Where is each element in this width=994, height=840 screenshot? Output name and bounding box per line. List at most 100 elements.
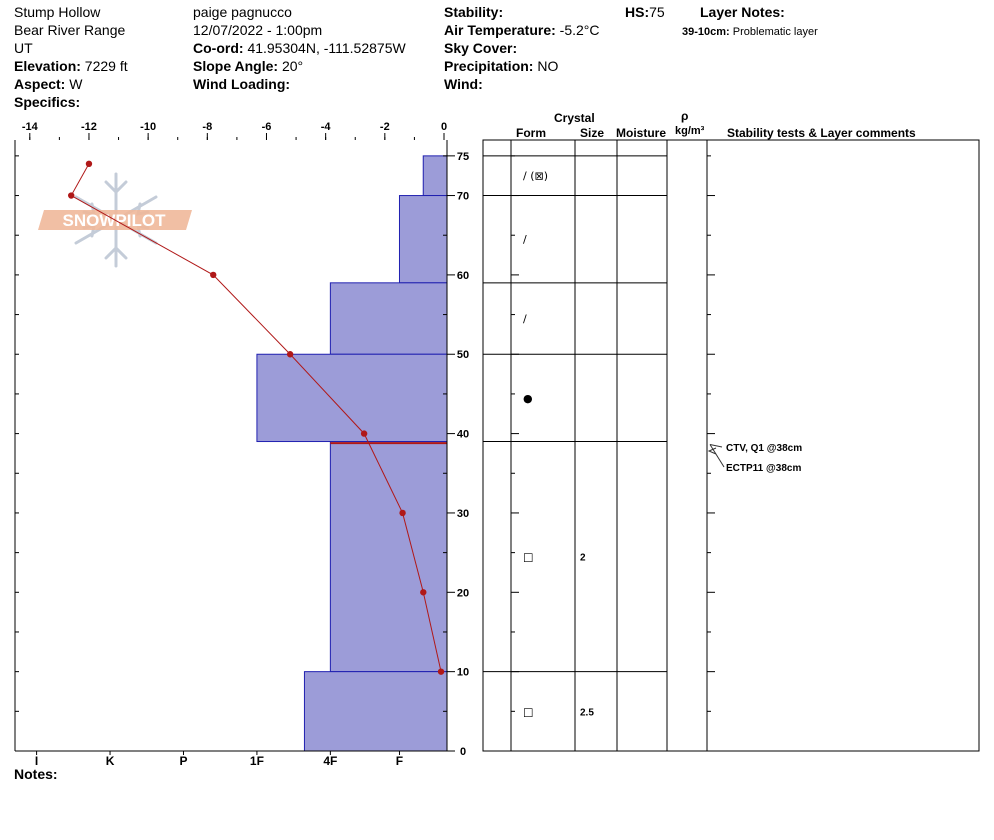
temperature-point [399,509,406,517]
slope-row: Slope Angle: 20° [193,58,303,74]
depth-tick-label: 70 [457,191,469,203]
temperature-point [210,271,217,279]
hardness-tick-label: F [396,754,403,768]
stability-test-arrowhead [707,447,717,455]
moisture-header: Moisture [616,126,667,140]
temp-tick-label: -2 [380,121,390,133]
crystal-size: 2.5 [580,707,594,718]
coord-row: Co-ord: 41.95304N, -111.52875W [193,40,406,56]
hs-label: HS: [625,4,650,20]
wind-label: Wind: [444,76,483,92]
crystal-form-symbol: / [523,313,527,326]
stability-test-label: CTV, Q1 @38cm [726,443,802,454]
location-name: Stump Hollow [14,4,101,20]
crystal-form-symbol: □ [523,551,533,564]
precip-label: Precipitation: [444,58,534,74]
air-temp-label: Air Temperature: [444,22,556,38]
state-name: UT [14,40,33,56]
hardness-bar-3 [256,353,448,443]
range-name: Bear River Range [14,22,126,38]
slope-value: 20° [281,58,304,74]
hs-value: 75 [649,4,665,20]
axes: -14 -12 -10 -8 -6 -4 -2 0 0 10 20 30 40 50 60 70 75 I K P 1F… [14,121,469,768]
specifics-label: Specifics: [14,94,81,110]
rho-header: ρ [681,109,689,123]
temp-tick-label: -6 [262,121,272,133]
temperature-point [360,430,368,437]
temperature-point [286,351,294,358]
hardness-tick-label: 4F [323,754,337,768]
temp-tick-label: 0 [441,121,447,133]
crystal-form-symbol: / [523,233,527,246]
coord-label: Co-ord: [193,40,244,56]
depth-tick-label: 0 [460,746,466,758]
depth-tick-label: 50 [457,349,469,361]
depth-tick-label: 30 [457,508,469,520]
temperature-point [437,668,445,675]
hardness-bar-4 [329,441,448,673]
temp-tick-label: -12 [81,121,97,133]
hardness-bars [256,155,448,752]
temperature-line [70,163,442,672]
hs-row: HS:75 [625,4,665,20]
layer-table: / (⊠) / / ● □ 2 □ 2.5 CTV, Q1 @38cm ECTP11 @38cm [482,139,980,752]
layer-note-text: Problematic layer [732,26,818,38]
hardness-bar-0 [422,155,448,197]
crystal-form-symbol: / (⊠) [523,170,548,183]
hardness-bar-1 [398,195,448,284]
logo-text: SNOWPILOT [63,211,167,230]
stability-test-label: ECTP11 @38cm [726,463,801,474]
elevation-label: Elevation: [14,58,81,74]
crystal-form-symbol: □ [523,705,533,718]
depth-tick-label: 75 [457,151,469,163]
wind-loading-label: Wind Loading: [193,76,291,92]
depth-tick-label: 10 [457,667,469,679]
temperature-point [420,589,427,596]
density-header: kg/m³ [675,125,705,137]
notes-label: Notes: [14,766,58,782]
sky-cover-label: Sky Cover: [444,40,518,56]
size-header: Size [580,126,605,140]
hardness-bar-2 [329,282,448,355]
hardness-bar-5 [303,671,448,752]
stability-test-arrow [709,444,725,468]
observation-datetime: 12/07/2022 - 1:00pm [193,22,323,38]
layer-note: 39-10cm: Problematic layer [682,24,818,40]
temperature-point [68,192,75,199]
elevation-row: Elevation: 7229 ft [14,58,128,74]
temperature-point [85,160,93,168]
layer-note-range: 39-10cm: [682,26,730,38]
temp-tick-label: -4 [321,121,332,133]
depth-tick-label: 40 [457,429,469,441]
aspect-label: Aspect: [14,76,66,92]
temp-tick-label: -8 [202,121,212,133]
hardness-tick-label: I [35,754,38,768]
crystal-form-symbol: ● [523,392,533,405]
precip-value: NO [537,58,559,74]
stability-test-arrow [709,443,723,448]
temp-tick-label: -10 [140,121,156,133]
hardness-tick-label: P [179,754,187,768]
coord-value: 41.95304N, -111.52875W [247,40,406,56]
stability-label: Stability: [444,4,504,20]
table-frame [482,139,980,752]
comments-header: Stability tests & Layer comments [727,126,916,140]
form-header: Form [516,126,546,140]
crystal-size: 2 [580,553,586,564]
precip-row: Precipitation: NO [444,58,558,74]
observer-name: paige pagnucco [193,4,292,20]
slope-label: Slope Angle: [193,58,279,74]
temp-tick-label: -14 [22,121,39,133]
depth-tick-label: 20 [457,587,469,599]
layer-notes-label: Layer Notes: [700,4,785,20]
hardness-tick-label: 1F [250,754,264,768]
aspect-value: W [69,76,83,92]
elevation-value: 7229 ft [84,58,128,74]
aspect-row: Aspect: W [14,76,82,92]
temperature-profile [68,160,445,675]
depth-tick-label: 60 [457,270,469,282]
air-temp-row: Air Temperature: -5.2°C [444,22,600,38]
crystal-header: Crystal [554,111,595,125]
hardness-tick-label: K [106,754,115,768]
